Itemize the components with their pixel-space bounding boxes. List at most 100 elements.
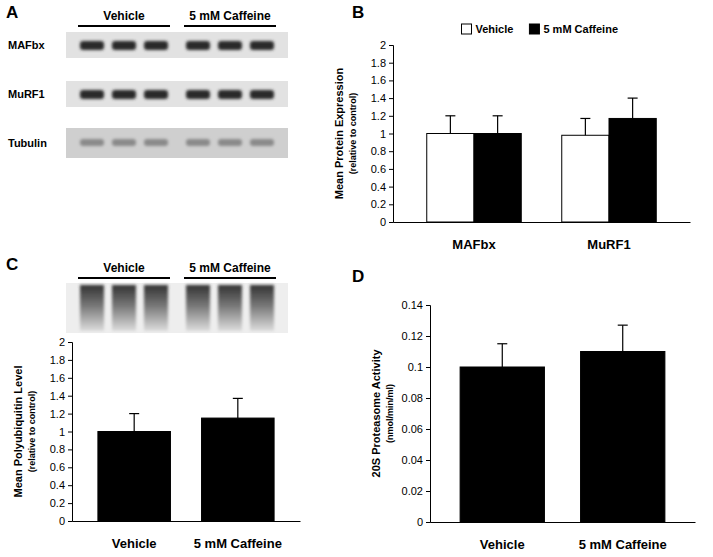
row-label: Tubulin <box>8 137 47 149</box>
y-tick: 1.6 <box>50 372 72 384</box>
error-bar <box>233 398 243 418</box>
error-stem <box>134 414 135 432</box>
error-cap <box>628 97 638 98</box>
y-tick-label: 0 <box>417 516 423 528</box>
blot-smear <box>218 285 242 331</box>
x-axis: Vehicle 5 mM Caffeine <box>431 522 696 552</box>
x-axis-line <box>431 522 696 523</box>
y-tick-mark <box>426 336 430 337</box>
y-tick-label: 1.6 <box>50 372 65 384</box>
y-tick: 0.6 <box>371 163 393 175</box>
y-tick-mark <box>68 396 72 397</box>
error-stem <box>622 325 623 351</box>
y-tick: 0.14 <box>402 299 430 311</box>
y-tick-mark <box>426 398 430 399</box>
error-bar <box>445 116 455 134</box>
bar <box>581 352 665 523</box>
error-cap <box>233 398 243 399</box>
y-tick-label: 2 <box>59 336 65 348</box>
y-tick-label: 1.4 <box>50 390 65 402</box>
y-axis: 00.20.40.60.811.21.41.61.82 <box>371 39 394 228</box>
error-cap <box>497 343 507 344</box>
y-tick: 0 <box>59 515 72 527</box>
error-cap <box>493 115 503 116</box>
group-bar <box>78 25 170 27</box>
plot-area <box>427 98 657 222</box>
y-tick-mark <box>389 116 393 117</box>
y-tick: 0.06 <box>402 423 430 435</box>
error-bar <box>129 414 139 432</box>
y-tick-label: 1 <box>59 426 65 438</box>
y-tick: 1.4 <box>371 92 393 104</box>
chart: 00.020.040.060.080.10.120.14Vehicle5 mM … <box>370 299 696 552</box>
y-tick-label: 0.4 <box>371 181 386 193</box>
blot-band <box>250 41 274 50</box>
blot-band <box>80 139 104 146</box>
y-tick: 1.2 <box>371 110 393 122</box>
y-axis-title: (relative to control) <box>348 93 358 175</box>
y-axis-line <box>426 306 431 523</box>
y-tick-mark <box>426 305 430 306</box>
blot-band <box>112 139 136 146</box>
y-tick-mark <box>68 378 72 379</box>
y-tick-mark <box>389 80 393 81</box>
y-tick-mark <box>426 367 430 368</box>
y-tick: 0.1 <box>408 361 430 373</box>
y-axis-line <box>389 46 394 223</box>
blot-band <box>218 41 242 50</box>
error-cap <box>580 118 590 119</box>
blot-smear <box>250 285 274 331</box>
y-tick-label: 0.04 <box>402 454 423 466</box>
y-tick: 0.4 <box>50 479 72 491</box>
blot-strip <box>66 81 288 107</box>
y-tick-label: 1.8 <box>371 57 386 69</box>
y-tick: 1.4 <box>50 390 72 402</box>
y-axis: 00.020.040.060.080.10.120.14 <box>402 299 431 528</box>
error-bar <box>493 116 503 134</box>
y-tick: 0.12 <box>402 330 430 342</box>
error-cap <box>129 413 139 414</box>
y-tick-mark <box>426 460 430 461</box>
legend-label: 5 mM Caffeine <box>543 23 618 35</box>
y-axis-title: (relative to control) <box>27 391 37 473</box>
blot-strip <box>66 128 288 158</box>
y-tick-label: 1.6 <box>371 74 386 86</box>
blot-smear <box>144 285 168 331</box>
y-tick-mark <box>68 360 72 361</box>
legend: Vehicle5 mM Caffeine <box>462 23 619 35</box>
y-tick-mark <box>68 503 72 504</box>
y-tick: 2 <box>59 336 72 348</box>
y-tick: 1.2 <box>50 408 72 420</box>
error-cap <box>445 115 455 116</box>
blot-band <box>218 90 242 99</box>
y-tick: 0.8 <box>371 145 393 157</box>
panel-label: D <box>352 267 364 286</box>
y-tick-label: 0.2 <box>371 198 386 210</box>
y-tick-label: 0.14 <box>402 299 423 311</box>
y-tick-mark <box>68 414 72 415</box>
error-bar <box>580 118 590 135</box>
group-label: 5 mM Caffeine <box>189 9 271 23</box>
y-tick-label: 0.6 <box>371 163 386 175</box>
x-tick: 5 mM Caffeine <box>579 522 667 552</box>
blot-band <box>250 90 274 99</box>
y-tick-mark <box>389 169 393 170</box>
bar <box>460 367 544 522</box>
group-label: Vehicle <box>103 261 145 275</box>
error-bar <box>618 325 628 351</box>
y-tick-mark <box>389 98 393 99</box>
blot-smear <box>186 285 210 331</box>
y-tick-mark <box>389 187 393 188</box>
y-tick-label: 0.02 <box>402 485 423 497</box>
error-stem <box>585 118 586 135</box>
y-tick-label: 0.4 <box>50 479 65 491</box>
y-tick-mark <box>389 151 393 152</box>
blot-band <box>144 90 168 99</box>
error-bar <box>628 98 638 118</box>
y-tick: 0.2 <box>50 497 72 509</box>
blot-strip <box>66 283 288 333</box>
y-tick-mark <box>389 222 393 223</box>
x-tick-label: Vehicle <box>480 537 525 552</box>
y-tick-mark <box>426 522 430 523</box>
y-axis-title: Mean Protein Expression <box>333 68 345 200</box>
